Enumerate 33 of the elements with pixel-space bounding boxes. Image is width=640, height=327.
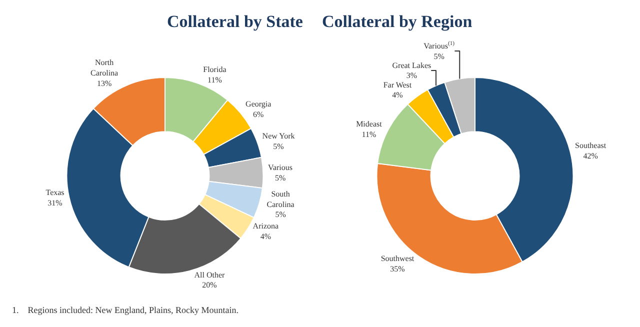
data-label: 5% — [434, 52, 445, 61]
slice-label: Florida — [203, 65, 227, 74]
data-label: 35% — [390, 264, 406, 274]
data-label: 11% — [362, 130, 376, 139]
data-label: 5% — [273, 142, 284, 152]
data-label: 6% — [253, 110, 264, 119]
chart-title: Collateral by Region — [322, 12, 473, 31]
data-label: 13% — [96, 78, 112, 88]
slice-label: Georgia — [246, 100, 272, 109]
slice-label: All Other — [194, 270, 226, 280]
data-label: 5% — [275, 210, 286, 220]
data-label: 20% — [202, 280, 218, 290]
slice-label: Mideast — [356, 119, 383, 128]
data-label: 42% — [583, 151, 598, 160]
slice-label: Texas — [46, 188, 64, 197]
data-label: 4% — [260, 232, 272, 241]
data-label: 3% — [406, 71, 418, 80]
text: 1. Regions included: New England, Plains, Rocky Mountain. — [12, 305, 238, 315]
slice-label: Southeast — [575, 141, 607, 150]
chart-title: Collateral by State — [167, 12, 304, 31]
slice-label: South Carolina — [266, 189, 295, 209]
data-label: 31% — [48, 198, 63, 208]
slice-label: Great Lakes — [392, 60, 432, 70]
data-label: 5% — [274, 173, 286, 182]
slice-label: Far West — [383, 80, 412, 90]
slice-label: Various — [268, 162, 292, 172]
slice-label: New York — [262, 132, 295, 141]
slice-label: North Carolina — [90, 58, 119, 78]
slice-label: Various$^{(1)}$ — [424, 41, 455, 50]
slice-label: Southwest — [380, 254, 415, 263]
slice-label: Arizona — [252, 222, 280, 231]
data-label: 4% — [392, 90, 404, 100]
data-label: 11% — [207, 75, 222, 84]
